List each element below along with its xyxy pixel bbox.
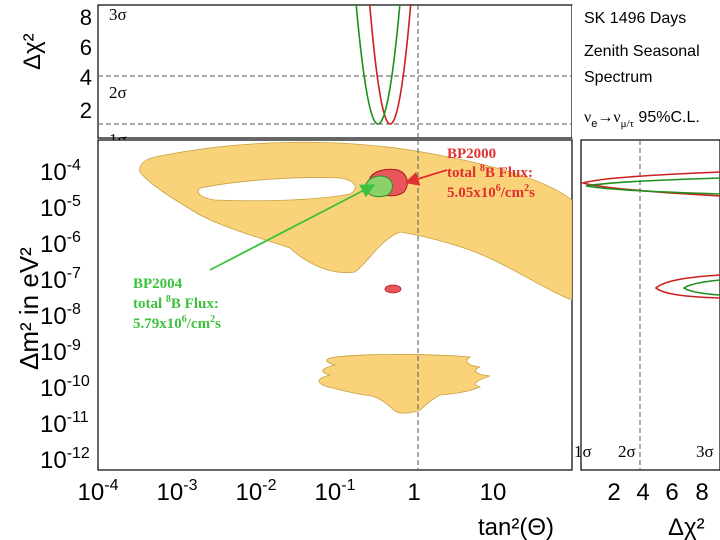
side-panel-frame xyxy=(580,139,720,471)
annotation-bp2000-arrow xyxy=(404,169,448,186)
annotation-bp2000-line3-sup: 6 xyxy=(496,183,501,194)
sk-excluded-region-upper xyxy=(139,141,572,301)
annotation-bp2004-line2-a: total xyxy=(133,296,166,312)
annotation-bp2000-line1: BP2000 xyxy=(447,146,496,162)
top-ytick-2: 2 xyxy=(80,98,92,123)
main-ytick-label: 10-10 xyxy=(40,373,90,402)
main-ytick-label: 10-8 xyxy=(40,301,81,330)
annotation-bp2004-line2: total 8B Flux: xyxy=(133,294,219,312)
annotation-bp2004-line3-c: s xyxy=(215,316,221,332)
side-chi2-curve-bp2004-lma xyxy=(585,177,720,195)
annotation-bp2000-line2-sup: 8 xyxy=(480,163,485,174)
side-2sigma-label: 2σ xyxy=(618,442,636,461)
legend-cl: 95%C.L. xyxy=(634,109,700,126)
bp2000-low-region xyxy=(384,284,402,294)
side-3sigma-label: 3σ xyxy=(696,442,714,461)
legend-line3: Spectrum xyxy=(584,69,652,86)
annotation-bp2004-line1: BP2004 xyxy=(133,276,183,292)
main-ytick-labels: 10-4 10-5 10-6 10-7 10-8 10-9 10-10 10-11 10-12 xyxy=(40,157,90,474)
annotation-bp2000-line2-b: B Flux: xyxy=(485,165,533,181)
main-ylabel: Δm² in eV² xyxy=(14,247,44,370)
annotation-bp2000-line3-a: 5.05x10 xyxy=(447,185,496,201)
legend-arrow: →ν xyxy=(597,109,620,126)
top-panel: 3σ 2σ 1σ 2 4 6 8 Δχ² xyxy=(19,4,573,149)
main-xlabel: tan²(Θ) xyxy=(478,514,554,540)
main-xtick-label: 10-4 xyxy=(78,477,119,506)
top-chi2-curve-bp2004 xyxy=(355,5,401,125)
side-xlabel: Δχ² xyxy=(668,514,705,540)
top-3sigma-label: 3σ xyxy=(109,5,127,24)
annotation-bp2000-line2-a: total xyxy=(447,165,480,181)
legend-line4: νe→νμ/τ 95%C.L. xyxy=(584,109,700,130)
top-2sigma-label: 2σ xyxy=(109,83,127,102)
annotation-bp2000-line3-b: /cm xyxy=(500,185,525,201)
top-ytick-8: 8 xyxy=(80,5,92,30)
annotation-bp2000-line3-c: s xyxy=(529,185,535,201)
annotation-bp2004-line3: 5.79x106/cm2s xyxy=(133,314,221,332)
annotation-bp2004-arrow xyxy=(209,184,376,271)
legend-sub-mutau: μ/τ xyxy=(621,118,635,130)
top-chi2-curve-bp2000 xyxy=(368,5,412,125)
legend-block: SK 1496 Days Zenith Seasonal Spectrum νe… xyxy=(572,5,720,138)
main-ytick-label: 10-4 xyxy=(40,157,81,186)
side-xtick-4: 4 xyxy=(636,479,649,506)
annotation-bp2000-line3-sup2: 2 xyxy=(524,183,529,194)
legend-background xyxy=(572,5,720,138)
legend-line2: Zenith Seasonal xyxy=(584,43,700,60)
main-ytick-label: 10-11 xyxy=(40,409,89,438)
main-ytick-label: 10-9 xyxy=(40,337,81,366)
legend-sub-e: e xyxy=(591,118,597,130)
side-xtick-8: 8 xyxy=(695,479,708,506)
main-xtick-label: 10 xyxy=(480,479,507,506)
side-chi2-curve-bp2000-low xyxy=(654,274,720,299)
legend-title: SK 1496 Days xyxy=(584,10,686,27)
main-xtick-label: 10-1 xyxy=(315,477,356,506)
annotation-bp2004-line3-b: /cm xyxy=(186,316,211,332)
main-ytick-label: 10-12 xyxy=(40,445,90,474)
annotation-bp2000: BP2000 total 8B Flux: 5.05x106/cm2s xyxy=(404,146,535,201)
side-1sigma-label: 1σ xyxy=(574,442,592,461)
top-ytick-4: 4 xyxy=(80,65,92,90)
annotation-bp2000-line3: 5.05x106/cm2s xyxy=(447,183,535,201)
annotation-bp2000-line2: total 8B Flux: xyxy=(447,163,533,181)
main-xtick-label: 10-2 xyxy=(236,477,277,506)
annotation-bp2004-line2-sup: 8 xyxy=(166,294,171,305)
side-xtick-2: 2 xyxy=(607,479,620,506)
top-ylabel: Δχ² xyxy=(19,33,46,70)
main-xtick-labels: 10-4 10-3 10-2 10-1 1 10 xyxy=(78,477,507,506)
annotation-bp2004-line3-sup2: 2 xyxy=(210,314,215,325)
annotation-bp2004-line3-a: 5.79x10 xyxy=(133,316,182,332)
main-panel: 10-410-510-610-710-810-910-1010-1110-12 … xyxy=(14,139,573,540)
side-xtick-6: 6 xyxy=(665,479,678,506)
main-xtick-label: 1 xyxy=(407,479,420,506)
sk-excluded-region-lower xyxy=(318,354,491,414)
annotation-bp2004-line3-sup: 6 xyxy=(182,314,187,325)
annotation-bp2004: BP2004 total 8B Flux: 5.79x106/cm2s xyxy=(133,184,376,332)
top-ytick-6: 6 xyxy=(80,35,92,60)
legend-nu: ν xyxy=(584,109,591,126)
annotation-bp2004-line2-b: B Flux: xyxy=(171,296,219,312)
main-xtick-label: 10-3 xyxy=(157,477,198,506)
main-ytick-label: 10-6 xyxy=(40,229,81,258)
main-ytick-label: 10-5 xyxy=(40,193,81,222)
side-chi2-curve-bp2004-low xyxy=(682,279,720,296)
side-panel: 1σ 2σ 3σ 2 4 6 8 Δχ² xyxy=(574,139,720,540)
main-ytick-label: 10-7 xyxy=(40,265,81,294)
top-panel-frame xyxy=(97,4,573,139)
